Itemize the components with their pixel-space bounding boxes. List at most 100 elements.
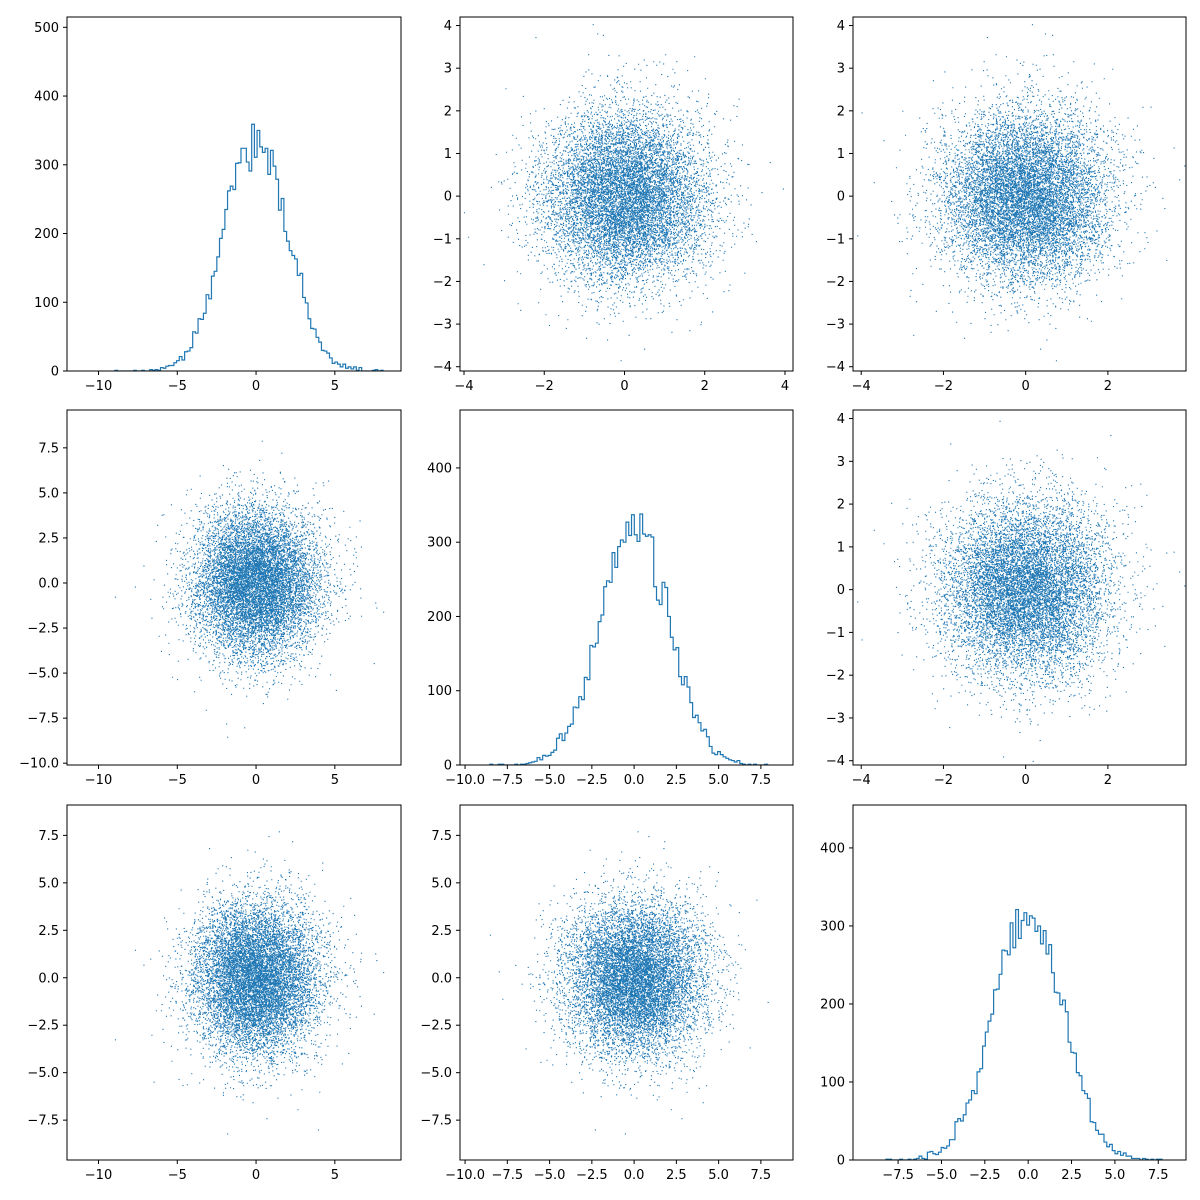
scatter-points — [463, 24, 784, 362]
y-tick-label: 2.5 — [431, 924, 452, 939]
axes-frame — [66, 804, 402, 1161]
x-tick-label: −7.5 — [492, 773, 524, 788]
y-tick-label: −5.0 — [27, 667, 59, 682]
y-tick-label: −1 — [826, 232, 845, 247]
y-tick-label: 0.0 — [38, 971, 59, 986]
x-tick-label: 0.0 — [1018, 1168, 1039, 1183]
y-tick-label: 200 — [34, 227, 59, 242]
y-tick-label: 200 — [427, 610, 452, 625]
y-tick-label: −1 — [826, 626, 845, 641]
plot-area — [114, 440, 385, 738]
x-tick-label: −5 — [168, 773, 187, 788]
x-tick-label: 2.5 — [666, 773, 687, 788]
x-tick-label: 0 — [252, 379, 260, 394]
histogram-step-line — [489, 513, 769, 765]
y-tick-label: 2.5 — [38, 924, 59, 939]
scatter-points — [114, 440, 385, 738]
x-tick-label: −7.5 — [882, 1168, 914, 1183]
y-tick-label: 2 — [444, 104, 452, 119]
x-tick-label: 7.5 — [751, 773, 772, 788]
panel-row1-col3: −4 −2 0 2 −4 −3 −2 −1 0 1 2 3 4 — [826, 16, 1187, 394]
axes-frame — [66, 16, 402, 372]
y-tick-label: 200 — [820, 997, 845, 1012]
x-tick-label: 5.0 — [708, 1168, 729, 1183]
x-tick-label: −10.0 — [445, 773, 485, 788]
y-tick-label: 0 — [837, 583, 845, 598]
y-tick-label: 100 — [427, 684, 452, 699]
y-tick-label: −3 — [433, 318, 452, 333]
y-tick-label: 1 — [837, 147, 845, 162]
y-tick-label: 4 — [837, 19, 845, 34]
x-tick-label: 0 — [620, 379, 628, 394]
y-tick-label: −3 — [826, 318, 845, 333]
y-tick-label: 5.0 — [38, 876, 59, 891]
y-tick-label: 1 — [444, 147, 452, 162]
axes-frame — [459, 16, 794, 372]
plot-area — [114, 123, 384, 371]
x-tick-label: 2.5 — [666, 1168, 687, 1183]
axes-frame — [66, 409, 402, 766]
x-tick-label: 5.0 — [708, 773, 729, 788]
x-tick-label: −2.5 — [576, 1168, 608, 1183]
histogram-step-line — [114, 123, 384, 371]
y-tick-label: 400 — [820, 841, 845, 856]
y-tick-label: 100 — [820, 1075, 845, 1090]
axes-frame — [852, 804, 1187, 1161]
x-tick-label: −4 — [852, 379, 871, 394]
y-tick-label: 4 — [444, 19, 452, 34]
axes-frame — [852, 16, 1187, 372]
panel-row3-col2: −10.0 −7.5 −5.0 −2.5 0.0 2.5 5.0 7.5 −7.5 −5.0 −2.… — [420, 804, 794, 1183]
y-tick-label: 0.0 — [431, 971, 452, 986]
y-tick-label: 7.5 — [38, 829, 59, 844]
plot-area — [114, 831, 385, 1135]
x-tick-label: −5.0 — [534, 773, 566, 788]
plot-area — [463, 24, 784, 362]
x-tick-label: 5.0 — [1105, 1168, 1126, 1183]
axes-frame — [459, 804, 794, 1161]
y-tick-label: 500 — [34, 21, 59, 36]
y-tick-label: −2.5 — [420, 1019, 452, 1034]
x-tick-label: 5 — [331, 773, 339, 788]
x-tick-label: 0.0 — [624, 1168, 645, 1183]
y-tick-label: −7.5 — [420, 1114, 452, 1129]
y-tick-label: 100 — [34, 296, 59, 311]
y-tick-label: −4 — [826, 754, 845, 769]
y-tick-label: 0 — [51, 365, 59, 380]
x-tick-label: 2.5 — [1061, 1168, 1082, 1183]
y-tick-label: 5.0 — [431, 876, 452, 891]
x-tick-label: −2 — [535, 379, 554, 394]
x-tick-label: −2 — [934, 773, 953, 788]
x-tick-label: 7.5 — [751, 1168, 772, 1183]
scatter-points — [857, 420, 1186, 762]
x-tick-label: −4 — [454, 379, 473, 394]
x-tick-label: 2 — [1104, 379, 1112, 394]
x-tick-label: −2 — [934, 379, 953, 394]
x-tick-label: 2 — [1104, 773, 1112, 788]
panel-row2-col1: −10 −5 0 5 −10.0 −7.5 −5.0 −2.5 0.0 2.5 5.0 7.5 — [19, 409, 402, 788]
x-tick-label: −10 — [85, 1168, 112, 1183]
y-tick-label: 3 — [837, 455, 845, 470]
y-tick-label: −1 — [433, 232, 452, 247]
x-tick-label: 0.0 — [624, 773, 645, 788]
x-tick-label: −5 — [168, 1168, 187, 1183]
y-tick-label: 300 — [427, 536, 452, 551]
x-tick-label: 7.5 — [1148, 1168, 1169, 1183]
y-tick-label: 400 — [427, 461, 452, 476]
y-tick-label: 7.5 — [431, 829, 452, 844]
plot-area — [489, 513, 769, 765]
histogram-step-line — [885, 908, 1163, 1160]
y-tick-label: 2 — [837, 104, 845, 119]
y-tick-label: 2 — [837, 498, 845, 513]
y-tick-label: 0 — [444, 759, 452, 774]
y-tick-label: 0 — [837, 190, 845, 205]
x-tick-label: −2.5 — [576, 773, 608, 788]
panel-row3-col1: −10 −5 0 5 −7.5 −5.0 −2.5 0.0 2.5 5.0 7.5 — [27, 804, 402, 1183]
y-tick-label: −2 — [826, 669, 845, 684]
x-tick-label: 4 — [781, 379, 789, 394]
y-tick-label: 1 — [837, 540, 845, 555]
y-tick-label: 7.5 — [38, 441, 59, 456]
y-tick-label: −7.5 — [27, 1114, 59, 1129]
y-tick-label: 5.0 — [38, 486, 59, 501]
